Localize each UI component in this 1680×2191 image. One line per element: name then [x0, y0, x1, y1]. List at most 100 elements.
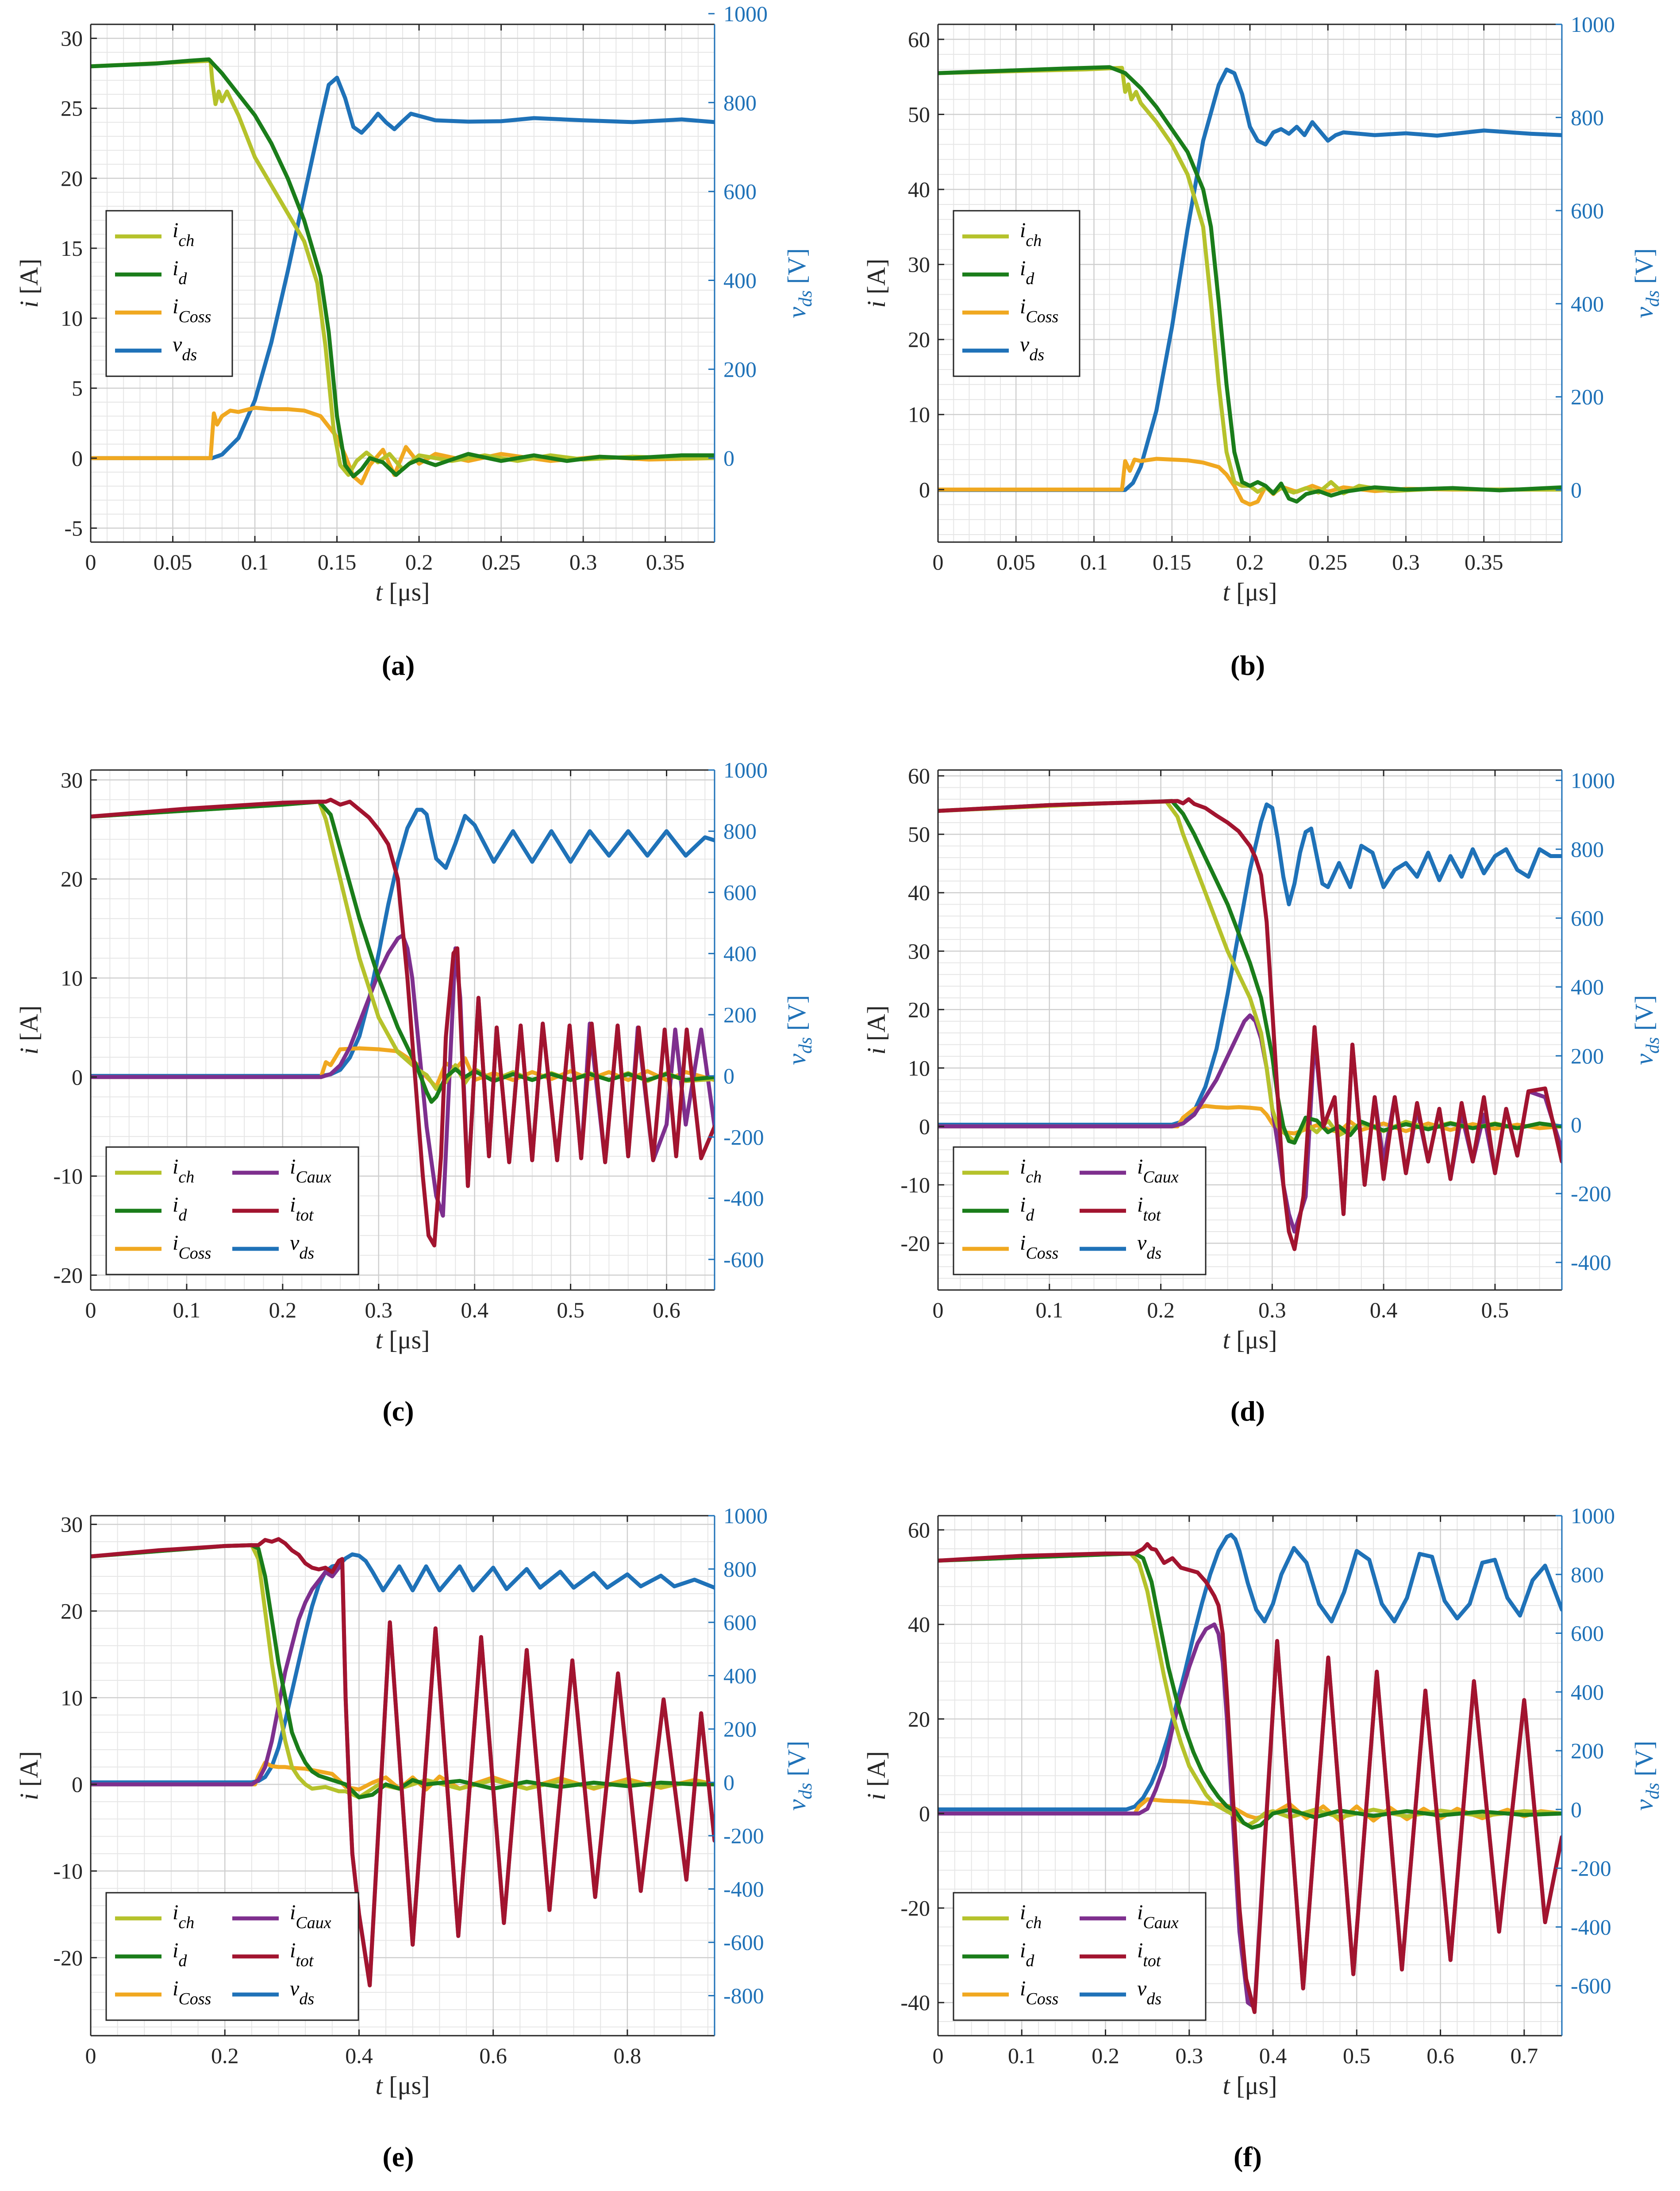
- y2-tick-label: -200: [1571, 1856, 1611, 1881]
- y2-tick-label: 1000: [723, 758, 768, 782]
- y2-axis-label-unit: [V]: [1630, 995, 1658, 1031]
- y-tick-label: -10: [53, 1164, 83, 1189]
- y2-axis-label: vds [V]: [782, 1740, 816, 1810]
- y-tick-label: -5: [64, 516, 83, 540]
- legend-label-subscript: Coss: [178, 1990, 211, 2008]
- legend-label-v-ds: vds: [290, 1977, 314, 2008]
- panel-b: (b) 0 0.05 0.1 0.15 0.2 0.25 0.3 0.35 0 10 20 30 40 5…: [862, 12, 1663, 681]
- legend-label-i-ch: ich: [1020, 219, 1042, 250]
- y2-tick-label: -600: [1571, 1973, 1611, 1998]
- y-axis-label: i [A]: [15, 1751, 43, 1800]
- y2-tick-label: 800: [723, 90, 757, 115]
- y-tick-label: 50: [908, 102, 930, 127]
- y2-axis-label: vds [V]: [782, 995, 816, 1065]
- x-tick-label: 0: [933, 550, 944, 574]
- y-tick-label: -40: [900, 1990, 930, 2015]
- panel-d: (d) 0 0.1 0.2 0.3 0.4 0.5 -20 -10 0 10 20 30 40 50 60 -…: [862, 763, 1663, 1427]
- grid: [937, 770, 1562, 1290]
- y2-tick-label: 600: [723, 880, 757, 905]
- legend-label-base: i: [173, 1977, 178, 2000]
- series-line-v-ds: [91, 1552, 715, 1785]
- y-tick-label: 10: [61, 966, 83, 990]
- legend-label-base: i: [1020, 219, 1026, 242]
- x-axis-label-space: [1230, 2071, 1237, 2100]
- x-tick-label: 0.15: [318, 550, 357, 574]
- panel-e-label: (e): [382, 2141, 414, 2172]
- x-axis-label-space: [383, 2071, 389, 2100]
- y2-tick-label: -600: [723, 1247, 764, 1272]
- y-axis-label-symbol: i: [15, 1793, 43, 1800]
- x-tick-label: 0.25: [1309, 550, 1348, 574]
- x-axis-label-unit: [μs]: [1236, 578, 1277, 606]
- y2-axis-label-space: [1630, 1031, 1658, 1037]
- y2-tick-label: 200: [723, 1717, 757, 1741]
- legend-label-base: i: [1137, 1939, 1143, 1962]
- legend-label-v-ds: vds: [290, 1231, 314, 1263]
- y2-tick-label: 600: [723, 179, 757, 204]
- y2-axis-label-unit: [V]: [782, 995, 811, 1031]
- legend-label-base: v: [1137, 1231, 1147, 1255]
- x-tick-label: 0.2: [1147, 1298, 1175, 1322]
- legend-label-i-tot: itot: [1137, 1193, 1161, 1224]
- legend-label-base: i: [173, 295, 178, 318]
- y2-axis-label-space: [1630, 1776, 1658, 1783]
- y-axis-label-unit: [A]: [15, 1005, 43, 1041]
- series-line-v-ds: [91, 76, 715, 460]
- series-group: [91, 1537, 715, 1987]
- legend-label-subscript: d: [178, 1952, 187, 1970]
- panel-e: (e) 0 0.2 0.4 0.6 0.8 -20 -10 0 10 20 30 -800 -600 -4…: [15, 1503, 816, 2172]
- y2-tick-label: 1000: [1571, 1503, 1615, 1528]
- legend-label-subscript: ds: [1146, 1990, 1161, 2008]
- x-tick-label: 0: [85, 1298, 96, 1322]
- y2-tick-label: -200: [723, 1823, 764, 1848]
- y2-tick-label: -400: [723, 1877, 764, 1902]
- x-axis-label: t [μs]: [376, 2071, 430, 2100]
- legend-label-base: i: [173, 1231, 178, 1255]
- panel-a-label: (a): [382, 650, 415, 681]
- y-tick-label: 20: [61, 166, 83, 191]
- panel-a: (a) 0 0.05 0.1 0.15 0.2 0.25 0.3 0.35-505101520…: [15, 1, 816, 681]
- x-axis-label-unit: [μs]: [1236, 2071, 1277, 2100]
- y2-tick-label: 400: [1571, 1679, 1604, 1704]
- y2-axis-label-unit: [V]: [1630, 1740, 1658, 1776]
- legend-label-base: i: [1020, 1155, 1026, 1178]
- x-tick-label: 0.4: [1259, 2043, 1287, 2068]
- legend-label-base: i: [290, 1155, 296, 1178]
- y2-tick-label: 800: [1571, 1562, 1604, 1587]
- legend-label-subscript: ds: [299, 1244, 314, 1263]
- y-tick-label: 0: [72, 446, 83, 470]
- y2-tick-label: 800: [1571, 105, 1604, 130]
- legend-label-i-d: id: [173, 1193, 187, 1224]
- x-tick-label: 0.1: [1008, 2043, 1036, 2068]
- x-tick-label: 0.2: [269, 1298, 297, 1322]
- y2-axis-label-unit: [V]: [782, 248, 811, 284]
- legend-label-i-tot: itot: [1137, 1939, 1161, 1970]
- y-tick-label: -20: [53, 1263, 83, 1287]
- y-axis-label: i [A]: [15, 258, 43, 308]
- y2-axis-label: vds [V]: [1630, 248, 1663, 318]
- y2-tick-label: -200: [723, 1124, 764, 1149]
- x-tick-label: 0.3: [1392, 550, 1420, 574]
- y-axis-label-space: [15, 1787, 43, 1793]
- panel-c: (c) 0 0.1 0.2 0.3 0.4 0.5 0.6 -20 -10 0 10 20 30 -600…: [15, 758, 816, 1427]
- legend-label-subscript: Caux: [296, 1914, 331, 1932]
- x-axis-label: t [μs]: [1223, 1325, 1277, 1354]
- y-axis-label-space: [862, 1787, 891, 1793]
- y-tick-label: -20: [900, 1231, 930, 1255]
- x-tick-label: 0.4: [461, 1298, 488, 1322]
- x-tick-label: 0: [933, 1298, 944, 1322]
- legend-label-subscript: Coss: [178, 308, 211, 326]
- y2-tick-label: 800: [723, 819, 757, 843]
- legend-label-subscript: tot: [1143, 1206, 1161, 1224]
- series-line-i-tot: [91, 1537, 715, 1987]
- x-tick-label: 0.1: [1036, 1298, 1064, 1322]
- legend-label-subscript: ch: [1026, 1168, 1042, 1186]
- y2-tick-label: 400: [723, 941, 757, 966]
- x-axis-label-space: [1230, 1325, 1237, 1354]
- y-tick-label: 5: [72, 376, 83, 400]
- legend-label-i-caux: iCaux: [1137, 1901, 1179, 1932]
- y-axis-label-space: [15, 294, 43, 301]
- y-axis-label: i [A]: [862, 1751, 891, 1800]
